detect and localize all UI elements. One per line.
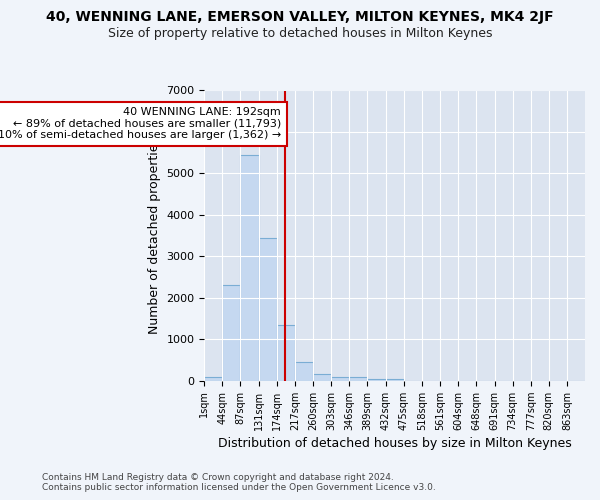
Bar [386, 379, 404, 381]
Bar [259, 238, 277, 381]
Bar [349, 376, 367, 381]
Text: 40, WENNING LANE, EMERSON VALLEY, MILTON KEYNES, MK4 2JF: 40, WENNING LANE, EMERSON VALLEY, MILTON… [46, 10, 554, 24]
Bar [331, 376, 349, 381]
Text: 40 WENNING LANE: 192sqm
← 89% of detached houses are smaller (11,793)
10% of sem: 40 WENNING LANE: 192sqm ← 89% of detache… [0, 107, 281, 140]
Text: Contains HM Land Registry data © Crown copyright and database right 2024.
Contai: Contains HM Land Registry data © Crown c… [42, 473, 436, 492]
Bar [241, 155, 259, 381]
Y-axis label: Number of detached properties: Number of detached properties [148, 137, 161, 334]
Bar [313, 374, 331, 381]
Bar [295, 362, 313, 381]
Text: Size of property relative to detached houses in Milton Keynes: Size of property relative to detached ho… [108, 28, 492, 40]
Bar [367, 379, 386, 381]
X-axis label: Distribution of detached houses by size in Milton Keynes: Distribution of detached houses by size … [218, 437, 571, 450]
Bar [204, 376, 223, 381]
Bar [277, 325, 295, 381]
Bar [223, 286, 241, 381]
